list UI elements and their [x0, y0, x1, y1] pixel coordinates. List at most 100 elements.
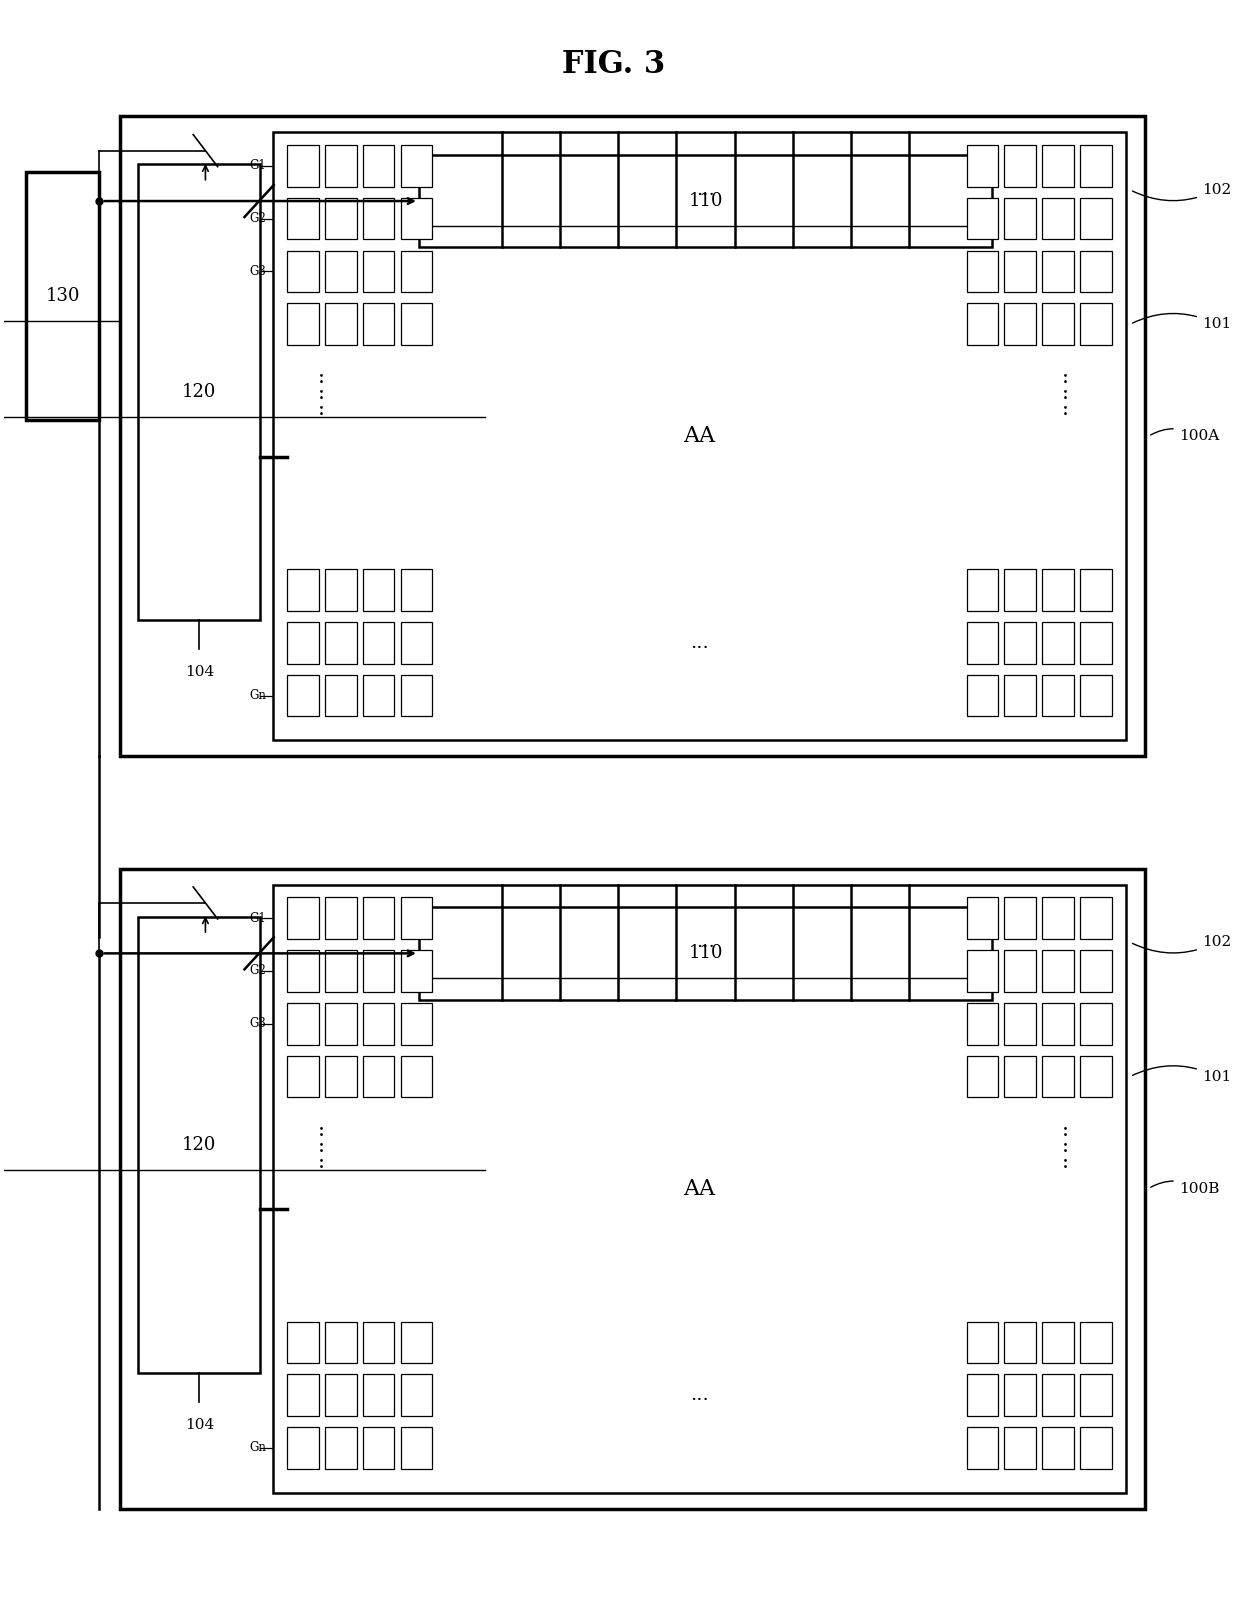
Bar [288, 304, 319, 344]
Text: :: : [1061, 368, 1069, 388]
Text: Gn: Gn [249, 1442, 267, 1455]
Bar [966, 674, 998, 716]
Text: :: : [317, 385, 325, 404]
Bar [363, 1056, 394, 1097]
Bar [288, 623, 319, 663]
Bar [966, 304, 998, 344]
Bar [1080, 1056, 1112, 1097]
Bar [401, 304, 433, 344]
Text: G2: G2 [249, 212, 267, 225]
Bar [1042, 898, 1074, 940]
Bar [966, 951, 998, 991]
Text: :: : [1061, 1152, 1069, 1171]
Text: :: : [317, 368, 325, 388]
Bar [401, 951, 433, 991]
Bar [966, 570, 998, 611]
Bar [966, 251, 998, 293]
Text: :: : [317, 401, 325, 420]
Bar [325, 1321, 357, 1363]
Text: 104: 104 [185, 665, 215, 679]
Bar [401, 1374, 433, 1416]
Bar [363, 898, 394, 940]
Bar [363, 623, 394, 663]
Bar [325, 1427, 357, 1469]
Text: Gn: Gn [249, 689, 267, 702]
Bar [1004, 570, 1037, 611]
Text: AA: AA [683, 425, 715, 447]
Bar [401, 570, 433, 611]
Bar [325, 1002, 357, 1044]
Bar [325, 251, 357, 293]
Bar [363, 951, 394, 991]
Bar [1042, 570, 1074, 611]
Text: G3: G3 [249, 265, 267, 278]
Bar [401, 251, 433, 293]
Bar [966, 1002, 998, 1044]
Bar [1042, 198, 1074, 240]
Bar [1042, 304, 1074, 344]
Bar [1080, 623, 1112, 663]
Bar [288, 1427, 319, 1469]
Bar [325, 1374, 357, 1416]
Bar [1004, 951, 1037, 991]
Bar [1080, 898, 1112, 940]
Bar [288, 1374, 319, 1416]
Text: 130: 130 [46, 288, 79, 306]
Bar [288, 1321, 319, 1363]
Bar [1004, 1056, 1037, 1097]
Bar [363, 674, 394, 716]
Bar [966, 623, 998, 663]
Bar [966, 145, 998, 187]
Bar [966, 198, 998, 240]
Bar [1004, 674, 1037, 716]
Bar [363, 1427, 394, 1469]
Bar [1042, 1427, 1074, 1469]
Bar [288, 570, 319, 611]
Bar [1004, 1374, 1037, 1416]
Bar [1080, 145, 1112, 187]
Bar [401, 1002, 433, 1044]
Text: ...: ... [689, 634, 709, 652]
Bar [1080, 674, 1112, 716]
Bar [325, 951, 357, 991]
Bar [325, 674, 357, 716]
Bar [120, 869, 1145, 1509]
Bar [325, 570, 357, 611]
Bar [1004, 1002, 1037, 1044]
Text: 101: 101 [1132, 1065, 1231, 1083]
Text: ...: ... [689, 1385, 709, 1405]
Bar [1004, 898, 1037, 940]
Bar [26, 172, 99, 420]
Bar [1080, 951, 1112, 991]
Bar [401, 145, 433, 187]
Bar [1042, 251, 1074, 293]
Bar [401, 1056, 433, 1097]
Bar [288, 951, 319, 991]
Text: :: : [317, 1136, 325, 1155]
Bar [419, 907, 992, 999]
Text: ...: ... [696, 180, 715, 200]
Bar [1004, 304, 1037, 344]
Bar [401, 623, 433, 663]
Bar [1042, 145, 1074, 187]
Bar [139, 164, 260, 621]
Text: :: : [1061, 401, 1069, 420]
Text: FIG. 3: FIG. 3 [563, 48, 666, 80]
Bar [288, 1002, 319, 1044]
Text: 120: 120 [182, 383, 217, 401]
Bar [288, 251, 319, 293]
Bar [966, 1427, 998, 1469]
Bar [401, 674, 433, 716]
Bar [288, 674, 319, 716]
Bar [363, 145, 394, 187]
Bar [1080, 1002, 1112, 1044]
Bar [401, 898, 433, 940]
Bar [325, 304, 357, 344]
Bar [325, 623, 357, 663]
Bar [363, 1002, 394, 1044]
Bar [1004, 145, 1037, 187]
Bar [401, 1321, 433, 1363]
Bar [1080, 570, 1112, 611]
Text: 100B: 100B [1151, 1181, 1219, 1195]
Bar [120, 116, 1145, 756]
